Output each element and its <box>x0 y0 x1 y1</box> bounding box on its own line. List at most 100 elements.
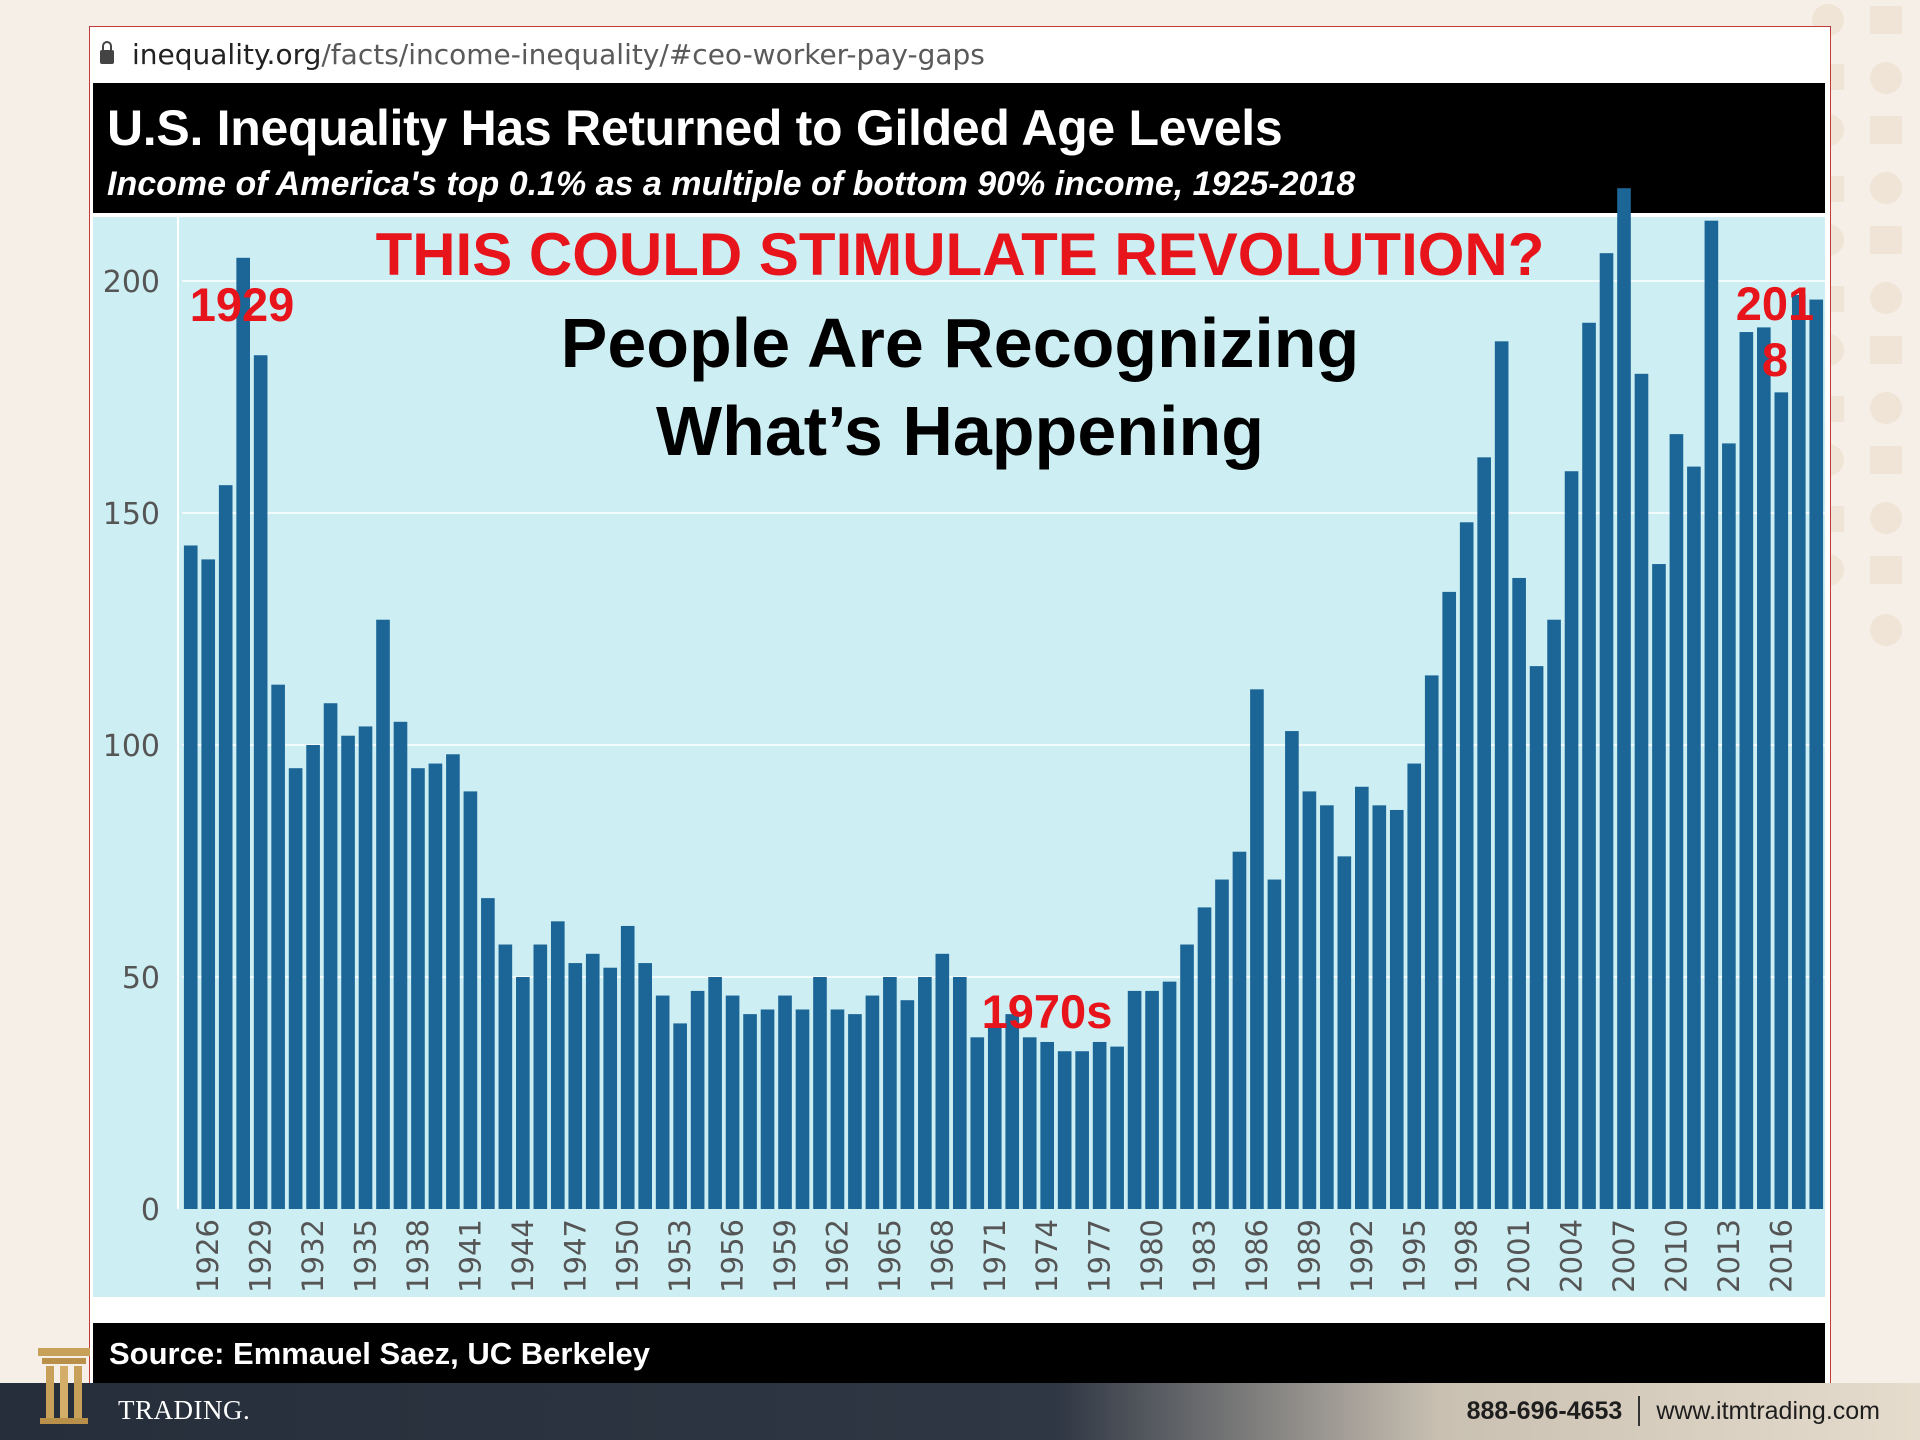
bar-1944 <box>516 977 530 1209</box>
x-tick-label: 1989 <box>1292 1219 1326 1293</box>
x-tick-label: 2013 <box>1712 1219 1746 1293</box>
bar-2008 <box>1634 373 1649 1209</box>
x-tick-label: 2007 <box>1607 1219 1641 1293</box>
chart-title: U.S. Inequality Has Returned to Gilded A… <box>107 100 1283 156</box>
x-tick-label: 1995 <box>1397 1219 1431 1293</box>
bar-1986 <box>1250 689 1264 1209</box>
bar-1926 <box>201 559 216 1209</box>
bar-1925 <box>183 545 198 1209</box>
x-tick-label: 1956 <box>716 1219 750 1293</box>
bar-1931 <box>288 768 303 1209</box>
bar-1989 <box>1302 791 1317 1209</box>
contact-separator <box>1638 1396 1641 1426</box>
bar-2017 <box>1791 294 1806 1209</box>
x-tick-label: 2004 <box>1555 1219 1589 1293</box>
address-bar[interactable]: inequality.org/facts/income-inequality/#… <box>90 27 1830 81</box>
bar-1978 <box>1110 1046 1124 1209</box>
x-tick-label: 1953 <box>663 1219 697 1293</box>
bar-1943 <box>498 944 513 1209</box>
bar-2009 <box>1652 564 1666 1209</box>
bar-1973 <box>1022 1037 1037 1209</box>
bar-1999 <box>1477 457 1491 1209</box>
bar-2005 <box>1582 322 1596 1209</box>
bar-1967 <box>918 977 932 1209</box>
chart-header: U.S. Inequality Has Returned to Gilded A… <box>93 83 1825 213</box>
x-tick-label: 1941 <box>453 1219 487 1293</box>
x-tick-label: 1974 <box>1030 1219 1064 1293</box>
bar-2011 <box>1687 466 1701 1210</box>
pillar-logo-icon <box>38 1348 90 1424</box>
callout-line-1: People Are Recognizing <box>561 304 1360 382</box>
bar-1958 <box>760 1009 775 1209</box>
bar-2004 <box>1564 471 1579 1209</box>
bar-1974 <box>1040 1041 1055 1209</box>
x-tick-label: 1929 <box>244 1219 278 1293</box>
bar-1966 <box>900 1000 915 1209</box>
bar-2016 <box>1774 392 1789 1209</box>
x-tick-label: 1986 <box>1240 1219 1274 1293</box>
bar-1995 <box>1407 763 1422 1209</box>
x-tick-label: 1938 <box>401 1219 435 1293</box>
bar-1935 <box>358 726 373 1209</box>
x-tick-label: 1962 <box>821 1219 855 1293</box>
bar-1964 <box>865 995 880 1209</box>
bar-1983 <box>1197 907 1212 1209</box>
url-domain: inequality.org <box>132 37 322 71</box>
label-2018-part2: 8 <box>1762 333 1788 386</box>
bar-1941 <box>463 791 478 1209</box>
callout-line-2: What’s Happening <box>656 392 1264 470</box>
bar-1930 <box>271 684 285 1209</box>
website-link[interactable]: www.itmtrading.com <box>1656 1396 1880 1425</box>
bar-1937 <box>393 721 408 1209</box>
bar-1945 <box>533 944 548 1209</box>
bar-1979 <box>1127 990 1142 1209</box>
bar-chart: 0 50 100 150 200 1926 1929 1932 1935 1938 1941 194… <box>93 188 1825 1297</box>
bar-1977 <box>1092 1041 1107 1209</box>
bar-1985 <box>1232 851 1247 1209</box>
bar-1981 <box>1162 981 1177 1209</box>
bar-1951 <box>638 963 652 1209</box>
url-path: /facts/income-inequality/#ceo-worker-pay… <box>321 37 985 71</box>
bar-1932 <box>306 745 320 1209</box>
bar-1960 <box>795 1009 810 1209</box>
y-tick-label: 50 <box>122 961 160 996</box>
bar-1959 <box>778 995 792 1209</box>
phone-number[interactable]: 888-696-4653 <box>1466 1396 1623 1425</box>
x-tick-label: 1935 <box>349 1219 383 1293</box>
bar-2018 <box>1809 299 1824 1209</box>
x-tick-label: 2001 <box>1502 1219 1536 1293</box>
source-bar: Source: Emmauel Saez, UC Berkeley <box>93 1323 1825 1385</box>
x-tick-label: 1983 <box>1188 1219 1222 1293</box>
x-tick-label: 1959 <box>768 1219 802 1293</box>
bar-1955 <box>708 977 722 1209</box>
y-tick-label: 150 <box>103 497 160 532</box>
x-tick-label: 2016 <box>1764 1219 1798 1293</box>
bar-1946 <box>550 921 565 1209</box>
bar-1962 <box>830 1009 845 1209</box>
bar-2003 <box>1547 619 1561 1209</box>
x-tick-label: 1992 <box>1345 1219 1379 1293</box>
bar-1990 <box>1320 805 1334 1209</box>
bar-1980 <box>1145 990 1159 1209</box>
x-tick-label: 1950 <box>611 1219 645 1293</box>
x-tick-label: 1977 <box>1083 1219 1117 1293</box>
bar-2006 <box>1599 253 1614 1209</box>
bar-1996 <box>1424 675 1439 1209</box>
bar-1949 <box>603 967 618 1209</box>
brand-name: TRADING. <box>118 1395 251 1425</box>
label-2018-part1: 201 <box>1736 277 1814 330</box>
bar-1970 <box>970 1037 985 1209</box>
bar-1933 <box>323 703 338 1209</box>
bar-1957 <box>743 1014 757 1209</box>
bar-2012 <box>1704 220 1719 1209</box>
bar-2015 <box>1757 327 1771 1209</box>
x-tick-label: 1947 <box>558 1219 592 1293</box>
bar-1988 <box>1285 731 1299 1209</box>
bar-1942 <box>481 898 495 1209</box>
bar-2010 <box>1669 434 1684 1209</box>
bar-1992 <box>1355 786 1369 1209</box>
y-tick-label: 100 <box>103 729 160 764</box>
y-tick-label: 0 <box>141 1193 160 1228</box>
contact-info: 888-696-4653 www.itmtrading.com <box>1467 1396 1880 1426</box>
screenshot-panel: inequality.org/facts/income-inequality/#… <box>89 26 1831 1388</box>
